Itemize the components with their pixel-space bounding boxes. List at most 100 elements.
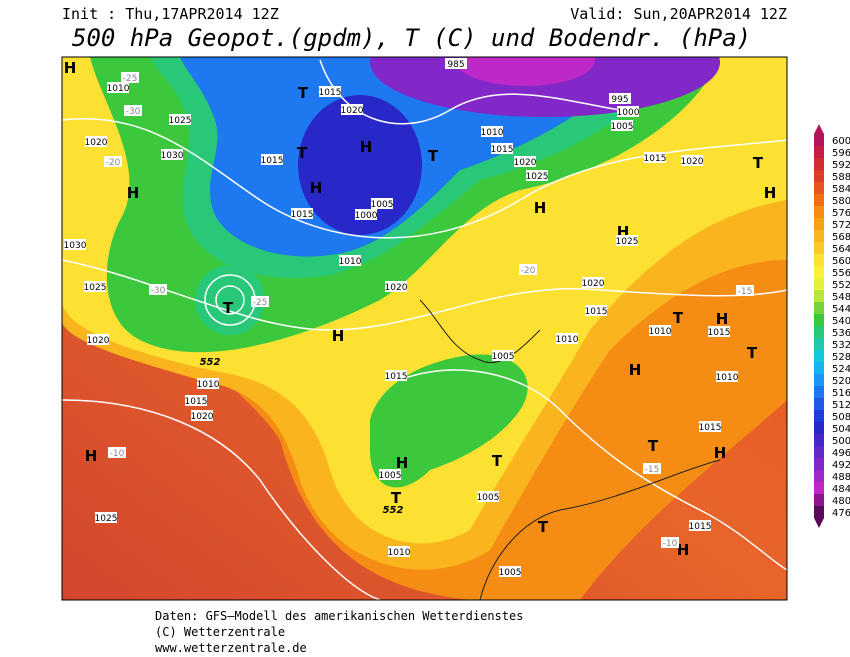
- colorbar-swatch: [814, 266, 824, 278]
- colorbar-label: 504: [832, 424, 850, 435]
- temperature-label: -25: [253, 298, 268, 308]
- pressure-center: H: [127, 184, 140, 202]
- isobar-label: 1020: [191, 412, 214, 422]
- init-time: Init : Thu,17APR2014 12Z: [62, 5, 279, 23]
- pressure-center: H: [85, 447, 98, 465]
- isobar-label: 1025: [169, 116, 192, 126]
- pressure-center: T: [648, 437, 659, 455]
- colorbar-swatch: [814, 290, 824, 302]
- label-box: [519, 264, 537, 275]
- pressure-center: H: [360, 138, 373, 156]
- temperature-label: -20: [521, 266, 536, 276]
- label-box: [385, 281, 407, 292]
- colorbar-label: 556: [832, 268, 850, 279]
- colorbar-swatch: [814, 278, 824, 290]
- colorbar-swatch: [814, 398, 824, 410]
- isobar-label: 1025: [526, 172, 549, 182]
- label-box: [104, 156, 122, 167]
- isobar-label: 1010: [556, 335, 579, 345]
- colorbar-label: 524: [832, 364, 850, 375]
- isobar-label: 1010: [107, 84, 130, 94]
- isobar-label: 1005: [379, 471, 402, 481]
- colorbar-label: 588: [832, 172, 850, 183]
- colorbar-label: 488: [832, 472, 850, 483]
- isobar-label: 1020: [385, 283, 408, 293]
- isobar-label: 985: [447, 60, 464, 70]
- colorbar-swatch: [814, 134, 824, 146]
- pressure-center: T: [428, 147, 439, 165]
- colorbar-label: 544: [832, 304, 850, 315]
- label-box: [582, 277, 604, 288]
- label-box: [643, 463, 661, 474]
- colorbar-label: 596: [832, 148, 850, 159]
- label-box: [261, 154, 283, 165]
- colorbar-swatch: [814, 434, 824, 446]
- colorbar-swatch: [814, 314, 824, 326]
- label-box: [445, 58, 467, 69]
- pressure-center: T: [747, 344, 758, 362]
- colorbar-label: 512: [832, 400, 850, 411]
- colorbar-label: 580: [832, 196, 850, 207]
- label-box: [681, 155, 703, 166]
- colorbar-label: 508: [832, 412, 850, 423]
- isobar-label: 1010: [197, 380, 220, 390]
- isobar-label: 1030: [64, 241, 87, 251]
- colorbar-label: 568: [832, 232, 850, 243]
- isobar-label: 1015: [644, 154, 667, 164]
- isobar-label: 1010: [649, 327, 672, 337]
- colorbar-swatch: [814, 338, 824, 350]
- label-box: [388, 546, 410, 557]
- colorbar-label: 532: [832, 340, 850, 351]
- pressure-center: H: [714, 444, 727, 462]
- label-box: [708, 326, 730, 337]
- isobar-label: 1020: [514, 158, 537, 168]
- temperature-label: -15: [645, 465, 660, 475]
- label-box: [385, 370, 407, 381]
- pressure-center: T: [492, 452, 503, 470]
- colorbar-swatch: [814, 350, 824, 362]
- label-box: [491, 143, 513, 154]
- colorbar-swatch: [814, 146, 824, 158]
- label-box: [699, 421, 721, 432]
- isobar-label: 1005: [611, 122, 634, 132]
- colorbar-swatch: [814, 218, 824, 230]
- temperature-label: -30: [151, 286, 166, 296]
- colorbar-swatch: [814, 302, 824, 314]
- colorbar-swatch: [814, 182, 824, 194]
- label-box: [124, 105, 142, 116]
- label-box: [481, 126, 503, 137]
- isobar-label: 995: [611, 95, 628, 105]
- isobar-label: 1015: [699, 423, 722, 433]
- pressure-center: H: [629, 361, 642, 379]
- footer-url: www.wetterzentrale.de: [155, 641, 307, 655]
- colorbar-swatch: [814, 230, 824, 242]
- temperature-label: -10: [110, 449, 125, 459]
- temperature-label: -25: [123, 74, 138, 84]
- isobar-label: 1010: [388, 548, 411, 558]
- isobar-label: 1020: [341, 106, 364, 116]
- colorbar-swatch: [814, 506, 824, 518]
- label-box: [95, 512, 117, 523]
- label-box: [477, 491, 499, 502]
- temperature-label: -15: [738, 287, 753, 297]
- label-box: [64, 239, 86, 250]
- colorbar-cap: [814, 518, 824, 528]
- pressure-center: H: [332, 327, 345, 345]
- pressure-center: T: [297, 144, 308, 162]
- colorbar-label: 572: [832, 220, 850, 231]
- isobar-label: 1010: [339, 257, 362, 267]
- label-box: [291, 208, 313, 219]
- label-box: [251, 296, 269, 307]
- valid-time: Valid: Sun,20APR2014 12Z: [570, 5, 787, 23]
- isobar-label: 1020: [87, 336, 110, 346]
- colorbar-label: 560: [832, 256, 850, 267]
- colorbar-label: 520: [832, 376, 850, 387]
- label-box: [191, 410, 213, 421]
- pressure-center: T: [298, 84, 309, 102]
- map-title: 500 hPa Geopot.(gpdm), T (C) und Bodendr…: [72, 24, 751, 52]
- isobar-label: 1000: [355, 211, 378, 221]
- colorbar-label: 600: [832, 136, 850, 147]
- label-box: [585, 305, 607, 316]
